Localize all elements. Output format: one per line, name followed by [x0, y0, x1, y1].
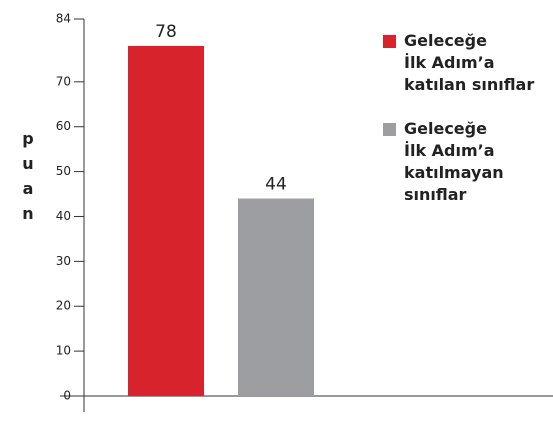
y-axis-label: puan: [22, 129, 34, 223]
value-label: 44: [265, 175, 287, 195]
y-tick-label: 60: [56, 119, 71, 133]
legend-label: Geleceğe İlk Adım’a katılan sınıflar: [404, 31, 535, 94]
legend-swatch: [383, 35, 396, 48]
y-tick-label: 84: [56, 12, 71, 26]
y-tick-label: 0: [63, 389, 71, 403]
legend: Geleceğe İlk Adım’a katılan sınıflar Gele…: [383, 30, 534, 228]
legend-item: Geleceğe İlk Adım’a katılmayan sınıflar: [383, 118, 534, 206]
y-tick-label: 40: [56, 209, 71, 223]
legend-label: Geleceğe İlk Adım’a katılmayan sınıflar: [404, 119, 504, 204]
y-tick-label: 50: [56, 164, 71, 178]
legend-item: Geleceğe İlk Adım’a katılan sınıflar: [383, 30, 534, 96]
y-tick-label: 70: [56, 74, 71, 88]
bar: [128, 45, 204, 397]
y-tick-label: 20: [56, 299, 71, 313]
y-tick-label: 10: [56, 344, 71, 358]
y-tick-label: 30: [56, 254, 71, 268]
value-label: 78: [155, 22, 177, 42]
legend-swatch: [383, 123, 396, 136]
bar: [238, 198, 314, 396]
